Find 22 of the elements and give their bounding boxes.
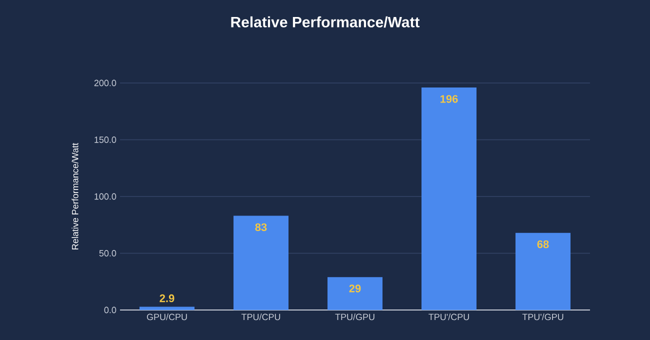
data-label: 68 bbox=[537, 240, 549, 248]
x-tick-label: TPU'/CPU bbox=[428, 314, 469, 320]
x-tick-label: TPU'/GPU bbox=[522, 314, 564, 320]
data-label: 83 bbox=[255, 223, 267, 232]
y-tick-label: 200.0 bbox=[94, 80, 116, 86]
bar bbox=[516, 232, 571, 310]
y-tick-label: 0.0 bbox=[104, 306, 116, 314]
data-label: 2.9 bbox=[160, 294, 174, 302]
data-label: 196 bbox=[440, 95, 458, 103]
x-tick-label: TPU/CPU bbox=[241, 314, 280, 320]
y-tick-label: 100.0 bbox=[94, 193, 116, 200]
x-tick-label: GPU/CPU bbox=[146, 314, 187, 320]
x-tick-label: TPU/GPU bbox=[335, 314, 374, 320]
y-tick-label: 50.0 bbox=[99, 250, 116, 256]
data-label: 29 bbox=[349, 284, 361, 292]
y-tick-label: 150.0 bbox=[94, 136, 116, 143]
bar bbox=[140, 306, 194, 310]
y-axis-title: Relative Performance/Watt bbox=[72, 142, 78, 250]
bar bbox=[422, 88, 477, 310]
chart-title: Relative Performance/Watt bbox=[231, 16, 420, 28]
bar bbox=[234, 216, 288, 310]
bar bbox=[328, 277, 383, 310]
